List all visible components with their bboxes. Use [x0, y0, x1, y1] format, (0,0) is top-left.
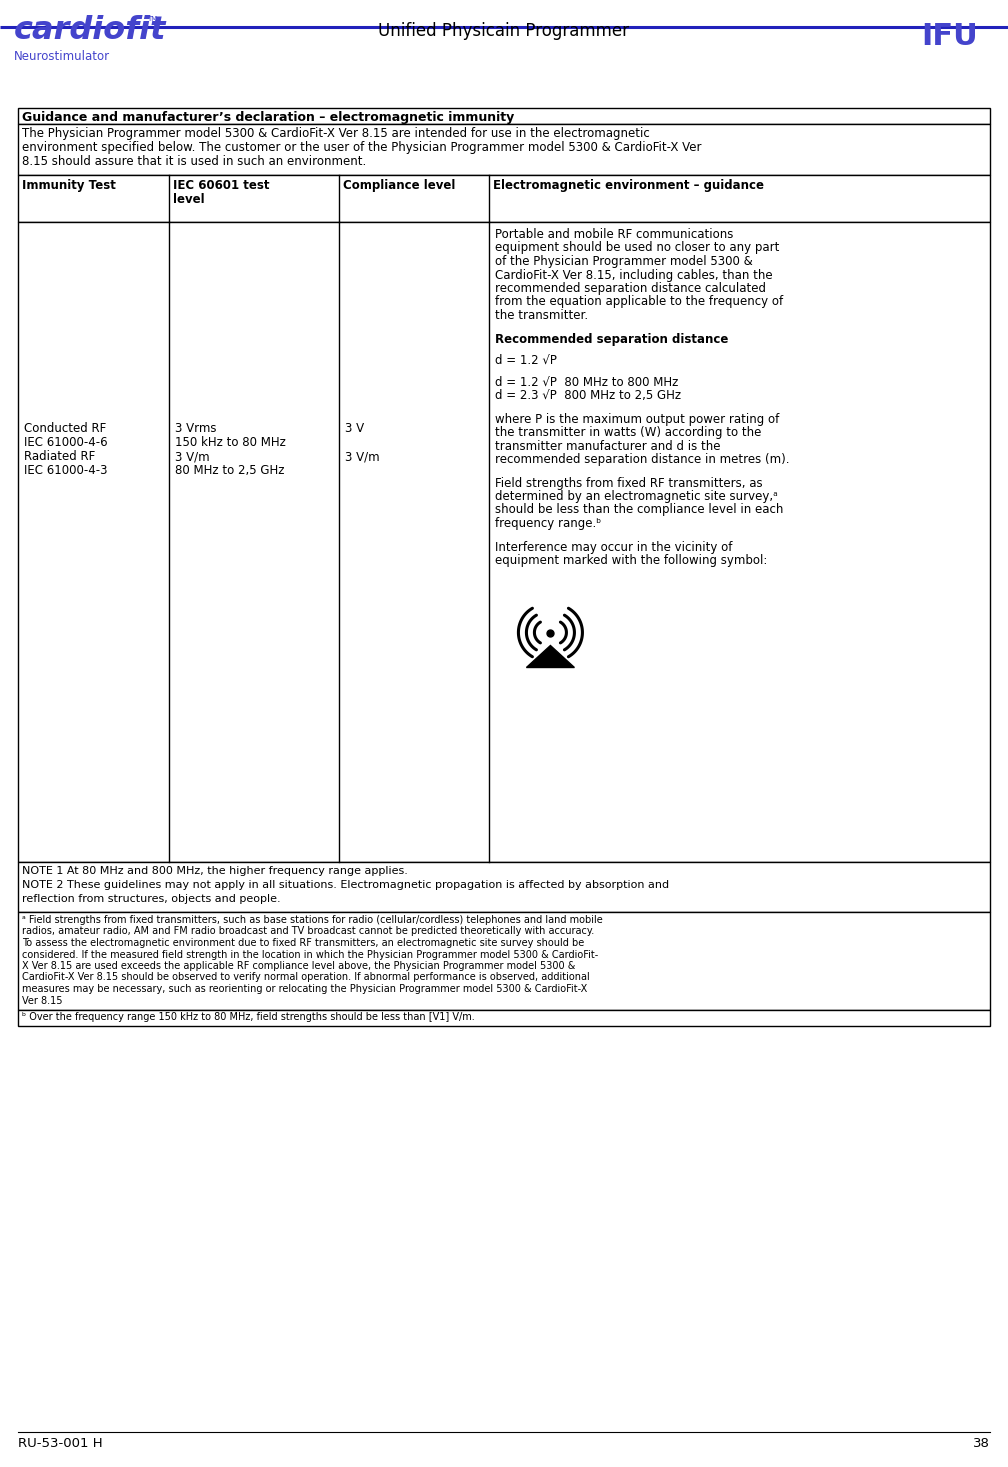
Text: should be less than the compliance level in each: should be less than the compliance level…: [495, 503, 784, 516]
Text: ᵇ Over the frequency range 150 kHz to 80 MHz, field strengths should be less tha: ᵇ Over the frequency range 150 kHz to 80…: [22, 1012, 475, 1022]
Bar: [18, 863, 990, 912]
Text: IEC 60601 test: IEC 60601 test: [172, 179, 269, 192]
Text: Radiated RF: Radiated RF: [24, 450, 95, 464]
Bar: [18, 1009, 990, 1025]
Text: from the equation applicable to the frequency of: from the equation applicable to the freq…: [495, 295, 783, 308]
Text: recommended separation distance in metres (m).: recommended separation distance in metre…: [495, 453, 790, 467]
Text: determined by an electromagnetic site survey,ᵃ: determined by an electromagnetic site su…: [495, 490, 778, 503]
Text: frequency range.ᵇ: frequency range.ᵇ: [495, 516, 602, 530]
Text: Ver 8.15: Ver 8.15: [22, 996, 62, 1005]
Bar: [18, 109, 990, 125]
Text: IEC 61000-4-6: IEC 61000-4-6: [24, 436, 108, 449]
Text: 80 MHz to 2,5 GHz: 80 MHz to 2,5 GHz: [174, 464, 284, 477]
Text: level: level: [172, 194, 205, 205]
Text: equipment should be used no closer to any part: equipment should be used no closer to an…: [495, 242, 780, 254]
Polygon shape: [526, 645, 575, 667]
Text: equipment marked with the following symbol:: equipment marked with the following symb…: [495, 555, 768, 568]
Text: where P is the maximum output power rating of: where P is the maximum output power rati…: [495, 412, 779, 425]
Bar: [18, 222, 990, 863]
Text: considered. If the measured field strength in the location in which the Physicia: considered. If the measured field streng…: [22, 949, 599, 959]
Text: IEC 61000-4-3: IEC 61000-4-3: [24, 464, 108, 477]
Text: environment specified below. The customer or the user of the Physician Programme: environment specified below. The custome…: [22, 141, 702, 154]
Text: Interference may occur in the vicinity of: Interference may occur in the vicinity o…: [495, 540, 733, 553]
Text: measures may be necessary, such as reorienting or relocating the Physician Progr: measures may be necessary, such as reori…: [22, 984, 588, 995]
Text: CardioFit-X Ver 8.15 should be observed to verify normal operation. If abnormal : CardioFit-X Ver 8.15 should be observed …: [22, 973, 590, 983]
Text: Field strengths from fixed RF transmitters, as: Field strengths from fixed RF transmitte…: [495, 477, 763, 490]
Text: the transmitter.: the transmitter.: [495, 310, 589, 321]
Text: Conducted RF: Conducted RF: [24, 422, 106, 436]
Text: 150 kHz to 80 MHz: 150 kHz to 80 MHz: [174, 436, 285, 449]
Text: Electromagnetic environment – guidance: Electromagnetic environment – guidance: [494, 179, 764, 192]
Bar: [18, 125, 990, 175]
Text: Portable and mobile RF communications: Portable and mobile RF communications: [495, 227, 734, 241]
Text: To assess the electromagnetic environment due to fixed RF transmitters, an elect: To assess the electromagnetic environmen…: [22, 937, 585, 948]
Text: 3 V/m: 3 V/m: [345, 450, 379, 464]
Bar: [18, 912, 990, 1009]
Text: reflection from structures, objects and people.: reflection from structures, objects and …: [22, 893, 280, 904]
Text: 3 V: 3 V: [345, 422, 364, 436]
Text: Guidance and manufacturer’s declaration – electromagnetic immunity: Guidance and manufacturer’s declaration …: [22, 111, 514, 125]
Text: cardiofit: cardiofit: [14, 15, 166, 45]
Text: d = 2.3 √P  800 MHz to 2,5 GHz: d = 2.3 √P 800 MHz to 2,5 GHz: [495, 389, 681, 402]
Text: X Ver 8.15 are used exceeds the applicable RF compliance level above, the Physic: X Ver 8.15 are used exceeds the applicab…: [22, 961, 576, 971]
Text: Neurostimulator: Neurostimulator: [14, 50, 110, 63]
Text: 3 Vrms: 3 Vrms: [174, 422, 216, 436]
Text: TM: TM: [147, 16, 157, 22]
Text: the transmitter in watts (W) according to the: the transmitter in watts (W) according t…: [495, 425, 762, 439]
Text: The Physician Programmer model 5300 & CardioFit-X Ver 8.15 are intended for use : The Physician Programmer model 5300 & Ca…: [22, 128, 650, 139]
Text: transmitter manufacturer and d is the: transmitter manufacturer and d is the: [495, 440, 721, 452]
Text: Immunity Test: Immunity Test: [22, 179, 116, 192]
Text: d = 1.2 √P  80 MHz to 800 MHz: d = 1.2 √P 80 MHz to 800 MHz: [495, 376, 678, 389]
Text: Compliance level: Compliance level: [343, 179, 456, 192]
Text: NOTE 2 These guidelines may not apply in all situations. Electromagnetic propaga: NOTE 2 These guidelines may not apply in…: [22, 880, 669, 890]
Text: CardioFit-X Ver 8.15, including cables, than the: CardioFit-X Ver 8.15, including cables, …: [495, 268, 773, 282]
Text: 3 V/m: 3 V/m: [174, 450, 210, 464]
Text: 38: 38: [973, 1438, 990, 1449]
Bar: [18, 175, 990, 222]
Text: radios, amateur radio, AM and FM radio broadcast and TV broadcast cannot be pred: radios, amateur radio, AM and FM radio b…: [22, 927, 595, 936]
Text: 8.15 should assure that it is used in such an environment.: 8.15 should assure that it is used in su…: [22, 156, 366, 169]
Text: d = 1.2 √P: d = 1.2 √P: [495, 354, 557, 367]
Text: Unified Physicain Programmer: Unified Physicain Programmer: [378, 22, 630, 40]
Text: Recommended separation distance: Recommended separation distance: [495, 333, 729, 346]
Text: IFU: IFU: [921, 22, 978, 51]
Text: NOTE 1 At 80 MHz and 800 MHz, the higher frequency range applies.: NOTE 1 At 80 MHz and 800 MHz, the higher…: [22, 866, 408, 876]
Text: RU-53-001 H: RU-53-001 H: [18, 1438, 103, 1449]
Text: ᵃ Field strengths from fixed transmitters, such as base stations for radio (cell: ᵃ Field strengths from fixed transmitter…: [22, 915, 603, 926]
Text: recommended separation distance calculated: recommended separation distance calculat…: [495, 282, 766, 295]
Text: of the Physician Programmer model 5300 &: of the Physician Programmer model 5300 &: [495, 255, 753, 268]
